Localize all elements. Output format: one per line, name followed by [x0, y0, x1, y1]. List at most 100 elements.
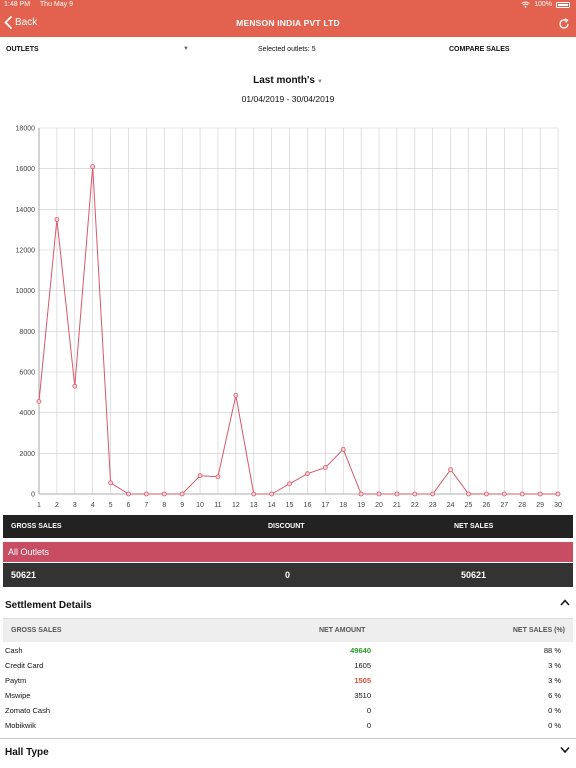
data-point [215, 474, 221, 480]
data-point [54, 217, 60, 222]
data-point [358, 491, 364, 497]
row-amount: 49640 [350, 646, 371, 655]
x-tick-label: 11 [214, 502, 221, 509]
table-row: Credit Card 1605 3 % [3, 659, 573, 674]
net-sales-value: 50621 [461, 570, 487, 580]
data-point [340, 446, 346, 452]
y-tick-label: 6000 [19, 370, 35, 377]
x-tick-label: 17 [321, 502, 329, 509]
hall-type-title: Hall Type [5, 747, 49, 758]
x-tick-label: 5 [109, 502, 113, 509]
x-tick-label: 18 [339, 502, 347, 509]
col-net-amount: NET AMOUNT [319, 627, 366, 634]
discount-value: 0 [285, 570, 291, 580]
x-tick-label: 27 [500, 502, 508, 509]
data-point [233, 392, 239, 398]
chart-svg: 0 2000 4000 6000 8000 10000 12000 14000 16000 180… [16, 126, 562, 510]
refresh-button[interactable] [558, 17, 570, 35]
x-tick-label: 26 [483, 502, 491, 509]
data-point [537, 491, 543, 497]
filter-row: OUTLETS ▼ Selected outlets: 5 COMPARE SA… [0, 44, 576, 58]
settlement-title: Settlement Details [5, 600, 92, 611]
x-tick-label: 7 [144, 502, 148, 509]
back-button[interactable]: Back [4, 16, 37, 29]
row-name: Cash [5, 646, 23, 655]
header-discount: DISCOUNT [268, 523, 305, 530]
x-tick-label: 10 [196, 502, 204, 509]
row-amount: 1605 [354, 661, 371, 670]
data-point [90, 164, 96, 170]
y-tick-label: 12000 [16, 248, 36, 255]
row-pct: 3 % [548, 661, 561, 670]
battery-percent: 100% [534, 1, 552, 8]
row-name: Mobikwik [5, 721, 36, 730]
x-tick-label: 14 [268, 502, 276, 509]
data-point [108, 480, 113, 486]
row-amount: 0 [366, 706, 371, 715]
data-point [376, 491, 382, 497]
y-tick-label: 4000 [19, 410, 35, 417]
x-tick-label: 8 [162, 502, 166, 509]
chevron-up-icon [560, 599, 570, 606]
row-pct: 6 % [548, 691, 561, 700]
settlement-table-header: GROSS SALES NET AMOUNT NET SALES (%) [3, 618, 573, 642]
table-row: Paytm 1505 3 % [3, 674, 573, 689]
x-tick-label: 22 [411, 502, 419, 509]
date-range: 01/04/2019 - 30/04/2019 [241, 94, 335, 104]
x-tick-label: 29 [536, 502, 544, 509]
selected-outlets-count: Selected outlets: 5 [258, 46, 316, 53]
all-outlets-row[interactable]: All Outlets [3, 542, 573, 562]
row-name: Zomato Cash [5, 706, 51, 715]
data-point [501, 491, 507, 497]
x-tick-label: 21 [393, 502, 401, 509]
data-point [484, 491, 489, 497]
compare-sales-button[interactable]: COMPARE SALES [449, 46, 510, 53]
y-tick-label: 10000 [16, 288, 36, 295]
totals-header: GROSS SALES DISCOUNT NET SALES [3, 515, 573, 538]
data-point [412, 491, 418, 497]
row-name: Credit Card [5, 661, 44, 670]
row-amount: 0 [366, 721, 371, 730]
data-point [287, 481, 292, 487]
col-net-sales-pct: NET SALES (%) [512, 627, 565, 634]
battery-icon [556, 1, 570, 8]
row-name: Paytm [5, 676, 27, 685]
y-tick-label: 2000 [19, 451, 35, 458]
data-point [197, 473, 203, 479]
header-net-sales: NET SALES [454, 523, 494, 530]
x-tick-label: 28 [518, 502, 526, 509]
data-point [448, 467, 454, 473]
x-tick-label: 30 [554, 502, 562, 509]
x-tick-label: 3 [73, 502, 77, 509]
settlement-details-header[interactable]: Settlement Details [0, 592, 576, 618]
y-tick-label: 18000 [16, 126, 36, 133]
col-gross-sales: GROSS SALES [11, 627, 62, 634]
row-pct: 88 % [543, 646, 561, 655]
data-point [179, 491, 185, 497]
sales-line-chart: 0 2000 4000 6000 8000 10000 12000 14000 16000 180… [0, 118, 576, 514]
chevron-down-icon [560, 747, 570, 753]
data-point [466, 491, 471, 497]
status-bar: 1:48 PM Thu May 9 100% [0, 0, 576, 12]
x-tick-label: 4 [91, 502, 95, 509]
hall-type-header[interactable]: Hall Type [0, 738, 576, 764]
outlets-label: OUTLETS [6, 46, 39, 53]
caret-down-icon: ▼ [183, 46, 189, 52]
nav-bar: Back MENSON INDIA PVT LTD [0, 12, 576, 37]
row-pct: 0 % [548, 721, 561, 730]
status-date: Thu May 9 [39, 1, 73, 8]
x-tick-label: 6 [127, 502, 131, 509]
x-tick-label: 25 [465, 502, 473, 509]
refresh-icon [559, 18, 569, 29]
row-pct: 0 % [548, 706, 561, 715]
outlets-dropdown[interactable]: OUTLETS ▼ [6, 46, 189, 53]
data-point [322, 465, 328, 470]
totals-values-row: 50621 0 50621 [3, 563, 573, 587]
data-point [143, 491, 149, 497]
page-title: MENSON INDIA PVT LTD [236, 18, 340, 28]
x-tick-label: 23 [429, 502, 437, 509]
row-pct: 3 % [548, 676, 561, 685]
x-tick-label: 2 [55, 502, 59, 509]
data-point [36, 399, 42, 404]
period-dropdown[interactable]: Last month's ▼ [0, 75, 576, 86]
